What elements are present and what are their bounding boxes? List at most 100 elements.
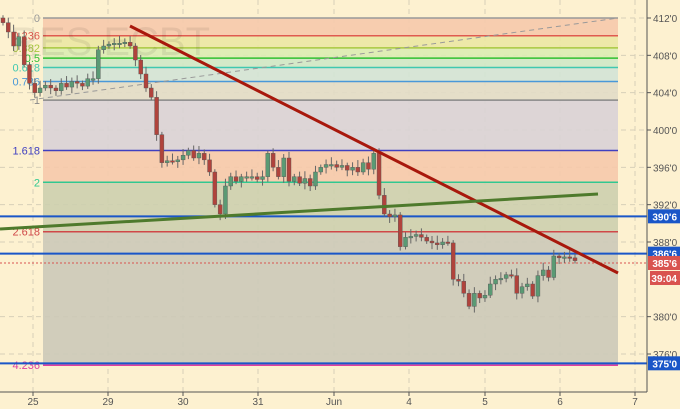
candle-body [16, 36, 22, 47]
candle-body [382, 195, 387, 215]
candle-body [329, 164, 334, 167]
time-tick-label: 29 [102, 397, 114, 408]
candle-body [186, 150, 191, 156]
candle-body [122, 42, 128, 44]
candle-body [413, 234, 419, 237]
candle-body [265, 153, 271, 177]
candle-body [64, 83, 69, 88]
candle-body [519, 286, 525, 294]
candle-body [59, 83, 64, 91]
candle-body [503, 274, 509, 279]
fib-band [43, 182, 618, 232]
candle-body [159, 134, 165, 163]
candle-body [488, 283, 493, 296]
candle-body [525, 283, 530, 287]
downtrend-line[interactable] [129, 24, 619, 275]
candles [0, 15, 578, 313]
candle-body [408, 236, 414, 239]
candle-body [387, 213, 392, 217]
countdown-label: 39:04 [651, 274, 677, 285]
price-tick-label: 388'0 [653, 238, 678, 249]
candle-body [117, 42, 122, 45]
price-tags: 390'6 386'6 375'0 385'6 39:04 [648, 209, 680, 371]
candle-body [138, 59, 143, 75]
fib-band [43, 35, 618, 48]
candle-body [461, 280, 466, 294]
candle-body [270, 153, 276, 168]
candle-body [556, 255, 562, 259]
price-tick-label: 380'0 [653, 313, 678, 324]
candle-body [530, 283, 535, 297]
support-trend-line[interactable] [0, 192, 599, 231]
level-price-tag-label: 386'6 [652, 250, 677, 261]
candle-body [350, 167, 355, 171]
fib-level-label: 1.618 [12, 146, 40, 158]
fib-level-label: 2.618 [12, 227, 40, 239]
last-price-tag-label: 385'6 [652, 259, 677, 270]
candle-body [180, 154, 186, 161]
horizontal-levels[interactable] [0, 215, 647, 365]
candle-body [562, 256, 567, 259]
candle-body [0, 17, 6, 23]
fib-level-label: 4.236 [12, 360, 40, 372]
price-tick-label: 400'0 [653, 126, 678, 137]
candle-body [48, 84, 53, 89]
candle-body [127, 42, 133, 47]
candle-body [429, 240, 435, 244]
fib-level-label: 0.618 [12, 62, 40, 74]
time-axis-labels[interactable]: 25 29 30 31 Jun 4 5 6 7 [27, 392, 638, 408]
candle-body [74, 81, 80, 84]
price-tick-label: 408'0 [653, 51, 678, 62]
candle-body [175, 159, 180, 162]
level-price-tag-label: 375'0 [652, 359, 677, 370]
countdown-tag [650, 270, 680, 285]
candle-body [392, 214, 398, 217]
candle-body [96, 49, 101, 79]
candle-body [482, 294, 488, 299]
candle-body [191, 150, 196, 159]
candle-body [53, 87, 59, 91]
candle-body [281, 157, 286, 177]
time-tick-label: Jun [326, 397, 342, 408]
candle-body [514, 275, 519, 294]
candle-body [133, 45, 138, 61]
candle-body [450, 242, 456, 280]
candle-body [170, 160, 175, 163]
price-tick-label: 396'0 [653, 163, 678, 174]
candle-body [302, 178, 308, 184]
price-tick-label: 376'0 [653, 350, 678, 361]
candle-body [244, 176, 249, 179]
candle-body [207, 159, 212, 173]
candle-body [323, 164, 329, 168]
candle-body [435, 242, 440, 245]
candle-body [90, 78, 96, 81]
fib-band [43, 231, 618, 366]
candle-body [456, 279, 461, 282]
candle-body [398, 214, 403, 247]
candle-body [318, 167, 323, 173]
candle-body [546, 269, 551, 278]
candle-body [149, 87, 154, 98]
fib-level-label: 2 [34, 177, 40, 189]
candle-body [112, 42, 117, 45]
candle-body [509, 274, 514, 277]
fibonacci-retracement[interactable]: 00.2360.3820.50.6180.78611.61822.6184.23… [12, 13, 618, 372]
candle-body [212, 171, 218, 205]
candle-body [154, 97, 159, 135]
candle-body [276, 167, 281, 177]
price-axis-labels: 412'0 408'0 404'0 400'0 396'0 392'0 388'0 380'0… [647, 14, 678, 361]
price-axis[interactable] [647, 0, 680, 409]
candle-body [339, 165, 345, 168]
candle-body [307, 178, 313, 187]
fib-band [43, 100, 618, 151]
time-tick-label: 31 [252, 397, 264, 408]
candle-body [551, 255, 557, 278]
candle-body [472, 293, 477, 307]
fib-band [43, 81, 618, 101]
fib-band [43, 150, 618, 183]
candle-body [11, 31, 16, 47]
time-tick-label: 4 [406, 397, 412, 408]
candle-body [419, 234, 424, 238]
candle-body [249, 176, 255, 179]
